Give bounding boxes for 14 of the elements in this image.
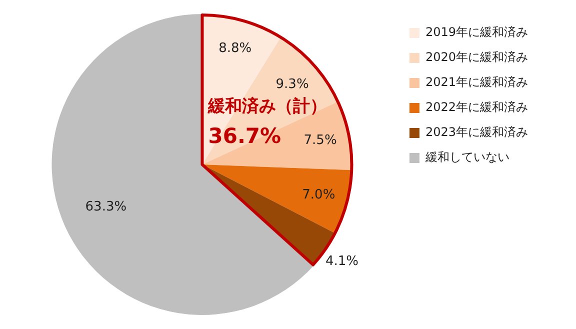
data-label: 7.0% [302,188,336,203]
data-label: 8.8% [218,41,252,56]
data-label: 7.5% [304,133,337,148]
data-label: 63.3% [85,200,127,215]
legend-label: 2021年に緩和済み [425,75,528,90]
legend-label: 緩和していない [424,150,510,164]
legend-label: 2019年に緩和済み [425,25,528,40]
legend-label: 2020年に緩和済み [425,50,528,64]
text: 緩和済み（計） [207,96,328,117]
data-label: 4.1% [325,254,358,269]
legend-label: 2022年に緩和済み [425,100,528,114]
data-label: 9.3% [276,76,309,92]
text: 36.7% [208,124,282,148]
legend-label: 2023年に緩和済み [425,125,528,140]
